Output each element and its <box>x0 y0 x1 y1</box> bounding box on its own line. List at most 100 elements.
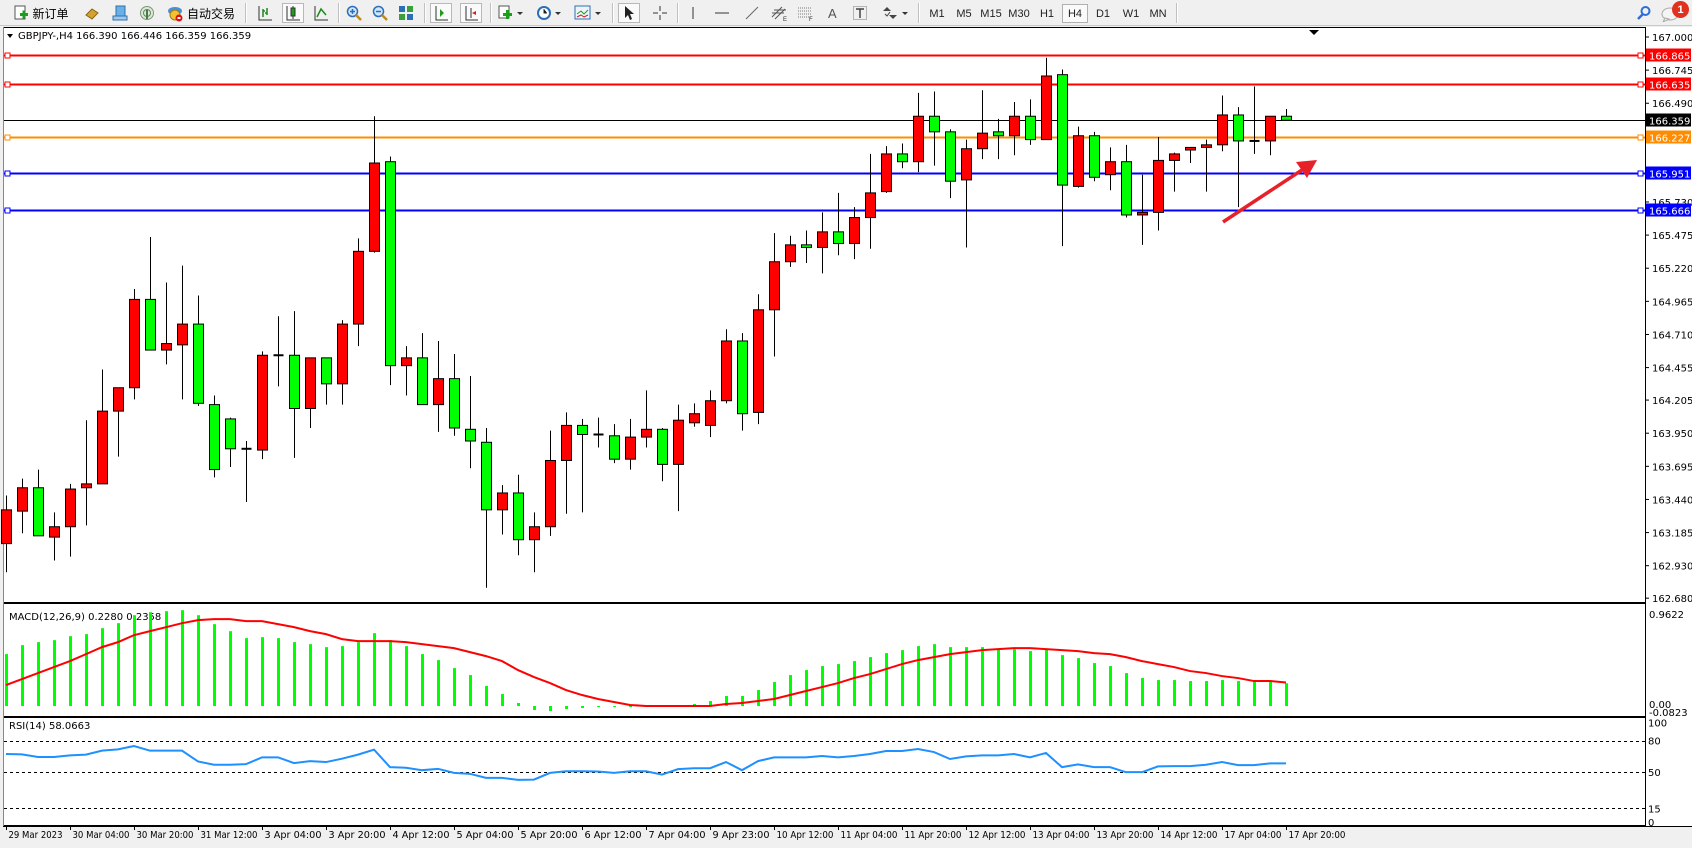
candle-body <box>1121 161 1132 216</box>
chart-window[interactable]: 167.000 166.745 166.490 165.730 165.475 165.2… <box>0 26 1692 848</box>
macd-histogram-bar <box>53 640 56 706</box>
timeframe-d1[interactable]: D1 <box>1095 7 1111 20</box>
candle-body <box>769 261 780 311</box>
macd-histogram-bar <box>981 647 984 706</box>
navigator-button[interactable] <box>110 3 130 23</box>
text-icon: A <box>828 6 837 21</box>
zoom-in-button[interactable] <box>344 3 364 23</box>
macd-histogram-bar <box>869 657 872 706</box>
macd-signal-line <box>5 618 1287 707</box>
bar-chart-button[interactable] <box>255 3 275 23</box>
timeframe-w1[interactable]: W1 <box>1122 7 1140 20</box>
macd-histogram-bar <box>325 647 328 706</box>
price-tick-label: 163.950 <box>1652 429 1692 440</box>
candle-body <box>1169 153 1180 161</box>
crosshair-button[interactable] <box>650 3 670 23</box>
new-chart-dropdown[interactable] <box>496 3 526 23</box>
gold-bars-icon <box>85 8 99 20</box>
macd-histogram-bar <box>741 696 744 706</box>
timeframe-mn[interactable]: MN <box>1149 7 1167 20</box>
line-handle[interactable] <box>4 170 11 177</box>
candle-body <box>833 231 844 245</box>
vertical-line-icon <box>692 7 694 19</box>
text-button[interactable]: A <box>823 3 843 23</box>
price-label-box <box>1646 77 1691 91</box>
line-handle[interactable] <box>1637 170 1644 177</box>
line-handle[interactable] <box>4 134 11 141</box>
price-tick-label: 167.000 <box>1652 33 1692 44</box>
auto-scroll-button[interactable] <box>430 3 452 23</box>
macd-histogram-bar <box>437 660 440 706</box>
line-handle[interactable] <box>1637 134 1644 141</box>
candlestick-chart-button[interactable] <box>282 3 304 23</box>
macd-histogram-bar <box>1157 680 1160 706</box>
candle-body <box>1201 144 1212 148</box>
time-axis-label: 3 Apr 20:00 <box>329 830 386 841</box>
timeframe-m15[interactable]: M15 <box>980 7 1002 20</box>
price-label-box <box>1646 203 1691 217</box>
line-handle[interactable] <box>4 52 11 59</box>
equidistant-channel-button[interactable]: E <box>770 3 790 23</box>
candle-body <box>369 162 380 252</box>
timeframe-h4[interactable]: H4 <box>1062 4 1088 23</box>
macd-histogram-bar <box>565 706 568 709</box>
vertical-line-button[interactable] <box>684 3 702 23</box>
chart-shift-marker-icon[interactable] <box>1309 30 1319 35</box>
candle-body <box>625 436 636 460</box>
templates-dropdown[interactable] <box>572 3 604 23</box>
rsi-axis-label: 0 <box>1648 818 1654 829</box>
auto-trading-button[interactable]: 自动交易 <box>162 3 240 23</box>
auto-scroll-icon <box>435 6 448 21</box>
arrows-dropdown[interactable] <box>879 3 911 23</box>
line-handle[interactable] <box>1637 81 1644 88</box>
rsi-axis-label: 80 <box>1648 737 1661 748</box>
tile-windows-button[interactable] <box>396 3 416 23</box>
price-label-box <box>1646 130 1691 144</box>
macd-histogram-bar <box>1141 678 1144 706</box>
macd-histogram-bar <box>1061 655 1064 706</box>
text-label-button[interactable] <box>850 3 870 23</box>
macd-axis-label: 0.9622 <box>1649 610 1684 621</box>
arrow-annotation[interactable] <box>1222 166 1306 224</box>
line-handle[interactable] <box>1637 207 1644 214</box>
clock-icon <box>537 6 561 20</box>
macd-histogram-bar <box>277 638 280 706</box>
candle-body <box>785 244 796 263</box>
trendline-button[interactable] <box>742 3 762 23</box>
candle-body <box>1073 135 1084 187</box>
candle-body <box>1041 75 1052 141</box>
candle-body <box>673 419 684 465</box>
candle-body <box>1137 211 1148 216</box>
chart-shift-button[interactable] <box>460 3 482 23</box>
chart-header: GBPJPY-,H4 166.390 166.446 166.359 166.3… <box>18 31 251 42</box>
line-handle[interactable] <box>4 207 11 214</box>
horizontal-line-button[interactable] <box>712 3 732 23</box>
line-handle[interactable] <box>4 81 11 88</box>
periods-dropdown[interactable] <box>534 3 564 23</box>
price-tick-label: 163.185 <box>1652 529 1692 540</box>
candle-body <box>721 340 732 402</box>
candle-body <box>577 424 588 435</box>
collapse-triangle-icon[interactable] <box>7 34 13 38</box>
timeframe-m1[interactable]: M1 <box>929 7 945 20</box>
signals-button[interactable] <box>137 3 157 23</box>
candle-body <box>385 161 396 367</box>
timeframe-h1[interactable]: H1 <box>1039 7 1055 20</box>
macd-histogram-bar <box>917 646 920 706</box>
line-handle[interactable] <box>1637 52 1644 59</box>
candle-body <box>1089 135 1100 178</box>
fibonacci-button[interactable]: F <box>796 3 816 23</box>
search-button[interactable] <box>1634 3 1654 23</box>
candle-body <box>497 492 508 511</box>
timeframe-m5[interactable]: M5 <box>956 7 972 20</box>
new-order-button[interactable]: 新订单 <box>6 3 76 23</box>
macd-histogram-bar <box>789 675 792 706</box>
market-watch-button[interactable] <box>82 3 102 23</box>
cursor-button[interactable] <box>618 3 640 23</box>
candle-body <box>513 492 524 541</box>
macd-histogram-bar <box>613 706 616 707</box>
svg-text:E: E <box>783 17 787 21</box>
zoom-out-button[interactable] <box>370 3 390 23</box>
timeframe-m30[interactable]: M30 <box>1008 7 1030 20</box>
line-chart-button[interactable] <box>311 3 331 23</box>
